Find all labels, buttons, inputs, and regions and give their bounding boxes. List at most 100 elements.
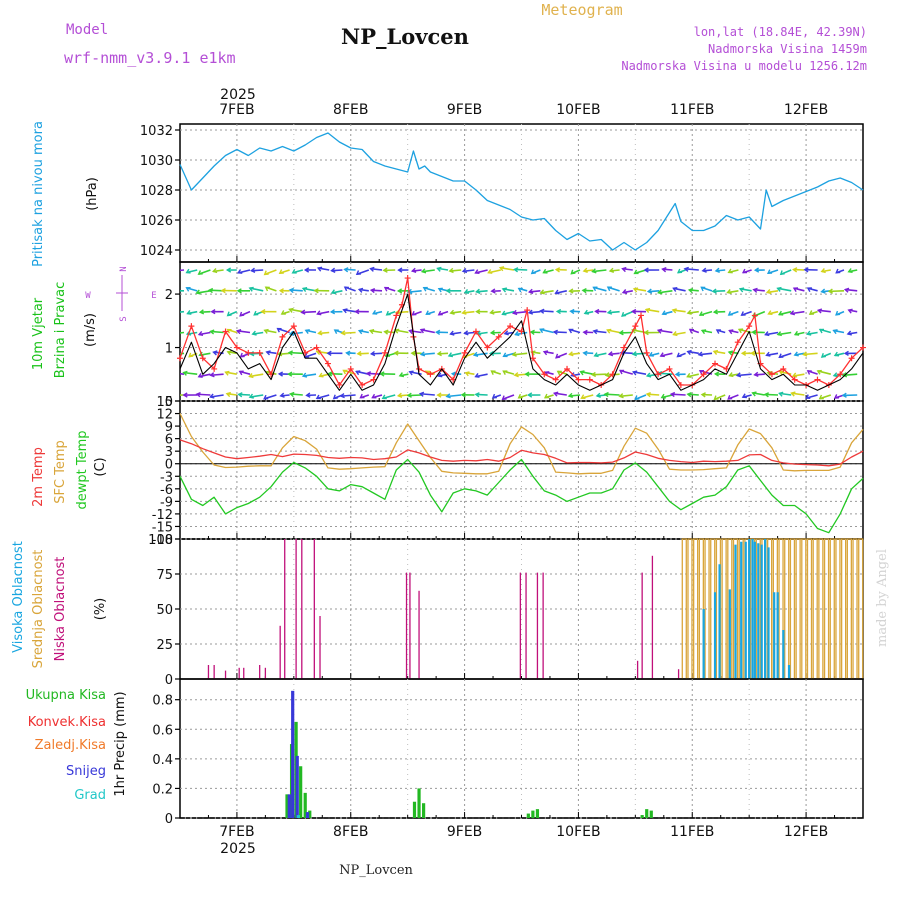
wind-arrow-head [570,269,576,275]
wind-arrow-head [354,308,360,315]
wind-arrow-head [606,309,613,315]
wind-arrow-head [660,393,666,399]
wind-arrow-head [686,372,692,378]
wind-arrow-head [487,269,493,274]
wind-arrow-head [305,392,311,398]
wind-arrow-head [502,370,508,375]
wind-arrow-head [802,351,808,357]
wind-arrow-head [820,352,827,358]
precip-bar [287,794,291,818]
wind-arrow-head [632,287,639,293]
wind-arrow-head [225,267,232,273]
wind-arrow-head [489,309,495,315]
wind-speed-marker [552,376,559,383]
wind-arrow-head [170,371,174,375]
wind-arrow-head [740,350,747,357]
precip-bar [299,766,303,818]
wind-arrow-head [656,328,663,334]
wind-arrow-head [463,288,470,294]
wind-arrow [249,394,264,398]
wind-arrow [662,268,673,271]
wind-arrow-head [527,309,534,315]
wind-arrow [687,393,699,396]
wind-arrow-head [411,310,417,316]
wind-arrow [817,370,831,375]
wind-arrow-head [582,350,588,356]
wind-arrow-head [326,350,332,356]
wind-arrow-head [445,288,451,294]
wind-arrow-head [424,370,431,376]
wind-arrow-head [210,309,216,315]
wind-arrow-head [197,330,204,336]
wind-speed-marker [211,365,218,372]
wind-arrow [658,290,673,294]
wind-arrow [331,269,343,272]
wind-arrow-head [765,289,772,295]
wind-arrow [477,331,488,335]
wind-arrow-head [832,372,838,378]
wind-arrow-head [688,328,695,334]
cloud-mid-bar [818,538,824,679]
pressure-ytick-label: 1024 [140,244,173,259]
wind-arrow [420,328,435,334]
wind-arrow-head [714,267,720,273]
wind-arrow-head [498,266,505,272]
wind-arrow [264,329,277,334]
wind-arrow-head [700,392,706,398]
wind-arrow-head [288,330,295,336]
wind-arrow-head [343,267,349,273]
wind-speed-marker [245,349,252,356]
wind-arrow-head [447,352,454,358]
watermark: made by Angel [875,549,890,647]
wind-speed-marker [177,355,183,362]
wind-arrow-head [676,352,682,358]
cloud-ylabel-low: Niska Oblacnost [53,557,68,662]
wind-arrow-head [263,328,269,334]
temp-ytick-label: -3 [160,470,173,485]
wind-arrow-head [329,309,336,315]
wind-arrow [422,269,435,273]
precip-bar [296,815,300,818]
wind-speed-marker [188,323,195,330]
wind-arrow-head [437,372,443,378]
wind-arrow-head [188,352,194,358]
wind-speed-marker [541,371,548,378]
wind-arrow-head [251,330,257,336]
wind-arrow [608,310,620,314]
wind-arrow-head [727,311,733,316]
wind-arrow-head [173,289,177,293]
wind-arrow-head [437,310,443,316]
wind-arrow-head [763,392,769,398]
wind-arrow [791,392,805,396]
compass-s: S [119,316,129,321]
wind-arrow-head [511,309,518,316]
wind-arrow [766,352,779,357]
cloud-ytick-label: 100 [148,533,173,548]
wind-speed-marker [712,360,719,367]
wind-arrow-head [676,268,683,274]
dewpt-line [179,458,864,534]
wind-arrow-head [552,391,559,397]
wind-arrow-head [715,329,721,334]
wind-arrow-head [278,269,284,274]
bottom-year-label: 2025 [220,841,256,857]
wind-arrow-head [803,267,809,273]
cloud-ylabel-unit: (%) [93,598,108,621]
wind-arrow-head [741,393,747,399]
wind-arrow-head [517,393,523,399]
wind-arrow [513,310,528,314]
wind-arrow-head [383,286,390,292]
wind-speed-marker [507,323,514,330]
precip-bar [535,809,540,818]
wind-arrow [180,331,185,334]
wind-arrow-head [603,391,609,398]
wind-arrow [420,392,435,396]
wind-arrow [464,331,475,335]
wind-arrow-head [741,268,748,274]
wind-arrow-head [197,372,203,378]
wind-arrow-head [197,270,203,275]
wind-arrow [196,393,211,396]
wind-arrow-head [317,330,323,336]
wind-arrow-head [383,329,389,335]
